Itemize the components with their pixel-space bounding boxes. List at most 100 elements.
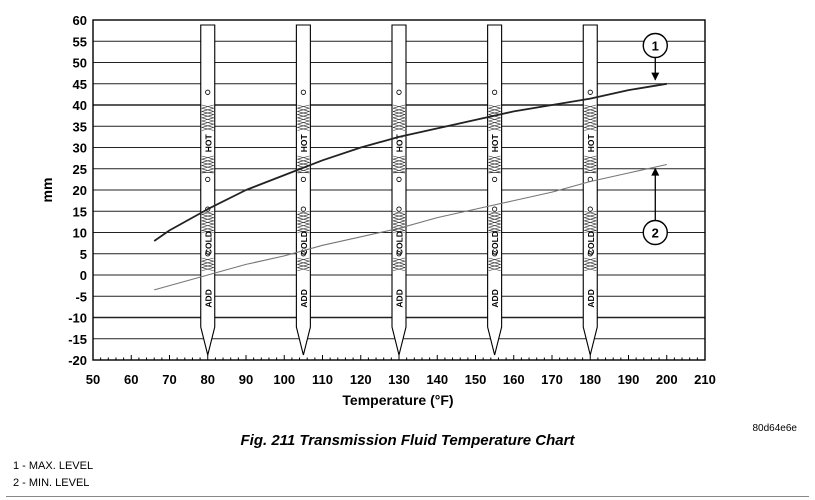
hatch-mark xyxy=(584,230,597,233)
dipstick-hole xyxy=(300,89,306,95)
hatch-mark xyxy=(297,117,310,122)
hatch-mark xyxy=(488,127,501,131)
hatch-mark xyxy=(392,264,406,268)
hatch-mark xyxy=(584,104,597,109)
figure-caption: Fig. 211 Transmission Fluid Temperature … xyxy=(240,432,575,449)
hatch-mark xyxy=(584,127,597,131)
hatch-mark xyxy=(201,226,214,231)
x-tick-label: 90 xyxy=(239,372,253,387)
hatch-mark xyxy=(584,264,597,268)
y-tick-label: 15 xyxy=(73,204,87,219)
dipstick-hole xyxy=(205,206,211,212)
dipstick-hole xyxy=(587,89,593,95)
hatch-mark xyxy=(584,220,597,225)
series-line-1 xyxy=(153,82,667,242)
hatch-mark xyxy=(297,155,310,160)
x-tick-label: 110 xyxy=(312,372,333,387)
hatch-mark xyxy=(201,230,214,233)
hatch-mark xyxy=(488,165,501,170)
dipstick-hole xyxy=(492,89,498,95)
hatch-mark xyxy=(201,155,214,160)
hatch-mark xyxy=(297,220,310,225)
hatch-mark xyxy=(392,220,406,225)
divider xyxy=(6,496,809,497)
hatch-mark xyxy=(297,217,310,222)
x-tick-label: 60 xyxy=(124,372,138,387)
callout-arrowhead xyxy=(651,167,660,176)
hatch-mark xyxy=(392,257,406,262)
hatch-mark xyxy=(584,168,597,173)
hatch-mark xyxy=(201,127,214,131)
x-tick-label: 170 xyxy=(541,372,563,387)
hatch-mark xyxy=(392,104,406,109)
hatch-mark xyxy=(297,111,310,115)
hatch-mark xyxy=(584,257,597,262)
hatch-mark xyxy=(201,123,214,128)
hatch-mark xyxy=(201,171,214,174)
hatch-mark xyxy=(201,111,214,115)
temperature-chart: HOT COLD ADD HOT COLD ADD HOT COLD ADD HOT COLD ADD… xyxy=(39,13,716,408)
hatch-mark xyxy=(201,260,214,265)
plot-frame xyxy=(92,19,706,361)
hatch-mark xyxy=(201,162,214,166)
dipstick-cold-label: COLD xyxy=(299,231,309,255)
hatch-mark xyxy=(297,123,310,128)
dipstick-hot-label: HOT xyxy=(203,133,213,152)
hatch-mark xyxy=(392,267,406,272)
hatch-mark xyxy=(392,214,406,218)
hatch-mark xyxy=(488,171,501,174)
y-tick-label: 45 xyxy=(73,77,87,92)
hatch-mark xyxy=(488,104,501,109)
hatch-mark xyxy=(488,267,501,272)
hatch-mark xyxy=(488,107,501,112)
hatch-mark xyxy=(584,114,597,119)
dipstick-hot-label: HOT xyxy=(586,133,596,152)
dipstick-cold-label: COLD xyxy=(395,231,405,255)
hatch-mark xyxy=(297,257,310,262)
hatch-mark xyxy=(297,162,310,166)
hatch-mark xyxy=(297,107,310,112)
hatch-mark xyxy=(297,214,310,218)
x-axis-label: Temperature (°F) xyxy=(342,392,453,408)
hatch-mark xyxy=(392,223,406,228)
hatch-mark xyxy=(201,168,214,173)
callouts: 12 xyxy=(642,32,668,246)
hatch-mark xyxy=(297,104,310,109)
callout-label: 2 xyxy=(652,226,659,241)
callout-circle xyxy=(642,32,668,59)
hatch-mark xyxy=(392,114,406,119)
hatch-mark xyxy=(392,217,406,222)
dipstick-add-label: ADD xyxy=(299,289,309,307)
dipstick-hole xyxy=(396,89,402,95)
hatch-mark xyxy=(584,117,597,122)
hatch-mark xyxy=(201,214,214,218)
hatch-mark xyxy=(201,107,214,112)
x-tick-label: 80 xyxy=(201,372,215,387)
hatch-mark xyxy=(201,165,214,170)
hatch-mark xyxy=(201,264,214,268)
hatch-mark xyxy=(584,162,597,166)
dipstick-hole xyxy=(300,251,306,257)
dipstick-hole xyxy=(396,176,402,182)
hatch-mark xyxy=(392,155,406,160)
dipstick-hole xyxy=(205,251,211,257)
y-tick-label: -15 xyxy=(68,332,87,347)
hatch-mark xyxy=(488,264,501,268)
hatch-mark xyxy=(488,220,501,225)
hatch-mark xyxy=(297,230,310,233)
hatch-mark xyxy=(488,210,501,215)
y-tick-label: 20 xyxy=(73,183,87,198)
dipstick-hole xyxy=(396,251,402,257)
dipstick-hot-label: HOT xyxy=(490,133,500,152)
hatch-mark xyxy=(584,165,597,170)
series-line-2 xyxy=(154,163,667,291)
hatch-mark xyxy=(392,210,406,215)
dipstick-add-label: ADD xyxy=(586,289,596,307)
y-tick-label: 5 xyxy=(80,247,87,262)
hatch-mark xyxy=(201,267,214,272)
hatch-mark xyxy=(488,257,501,262)
hatch-mark xyxy=(584,171,597,174)
hatch-mark xyxy=(392,123,406,128)
x-tick-label: 200 xyxy=(656,372,678,387)
